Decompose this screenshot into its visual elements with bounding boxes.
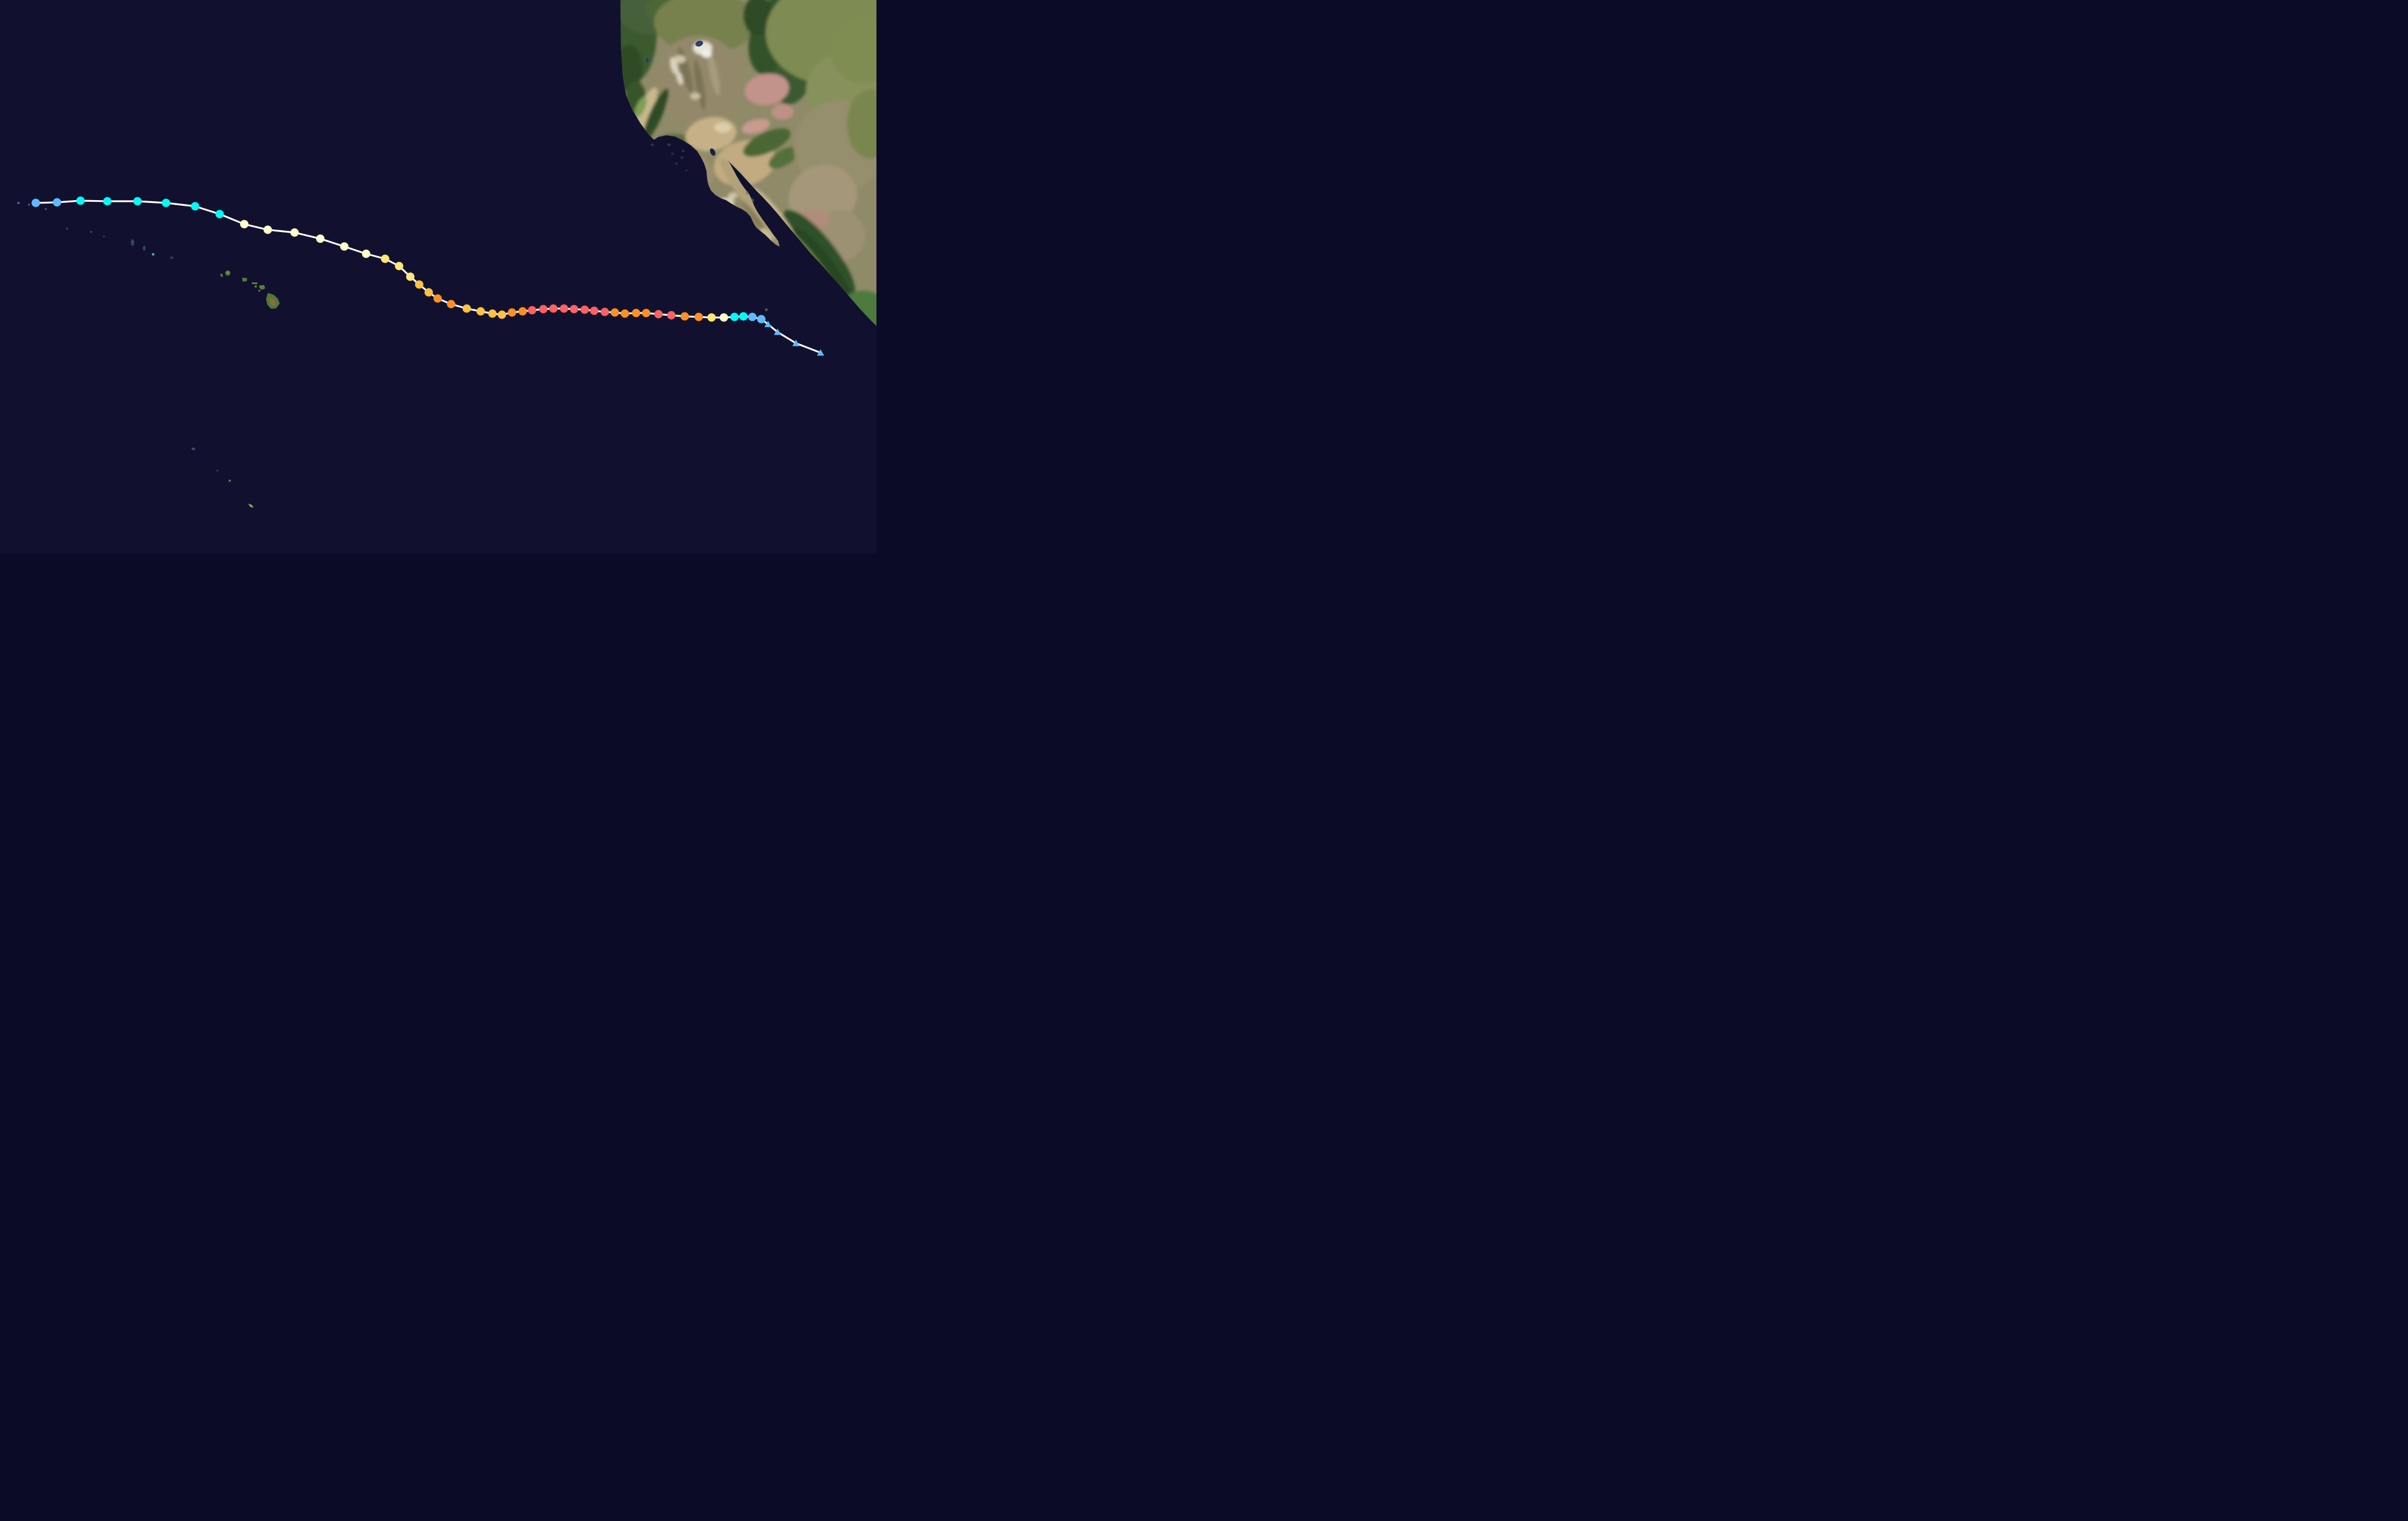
track-point-39-c1-circle xyxy=(362,249,371,258)
track-point-9-c2-circle xyxy=(707,313,716,322)
channel-island xyxy=(680,157,684,159)
track-point-36-c2-circle xyxy=(406,272,415,281)
track-point-7-ts-circle xyxy=(730,312,739,321)
track-point-47-ts-circle xyxy=(162,198,170,207)
track-point-12-c5-circle xyxy=(667,311,676,320)
north-america-landmass xyxy=(620,0,876,326)
map-canvas xyxy=(0,0,876,553)
track-point-50-ts-circle xyxy=(76,196,85,205)
island-hawaii-interior xyxy=(269,297,276,306)
offshore-islands xyxy=(651,144,767,311)
hawaiian-islands xyxy=(220,270,280,309)
island-lanai xyxy=(254,285,257,288)
track-point-49-ts-circle xyxy=(103,197,112,206)
track-point-38-c2-circle xyxy=(381,254,390,263)
great-salt-lake xyxy=(695,40,703,47)
track-point-4-td-circle xyxy=(757,315,766,324)
storm-track xyxy=(31,196,824,356)
channel-island xyxy=(667,144,671,146)
gulf-island xyxy=(746,191,749,195)
island-kauai-interior xyxy=(226,271,229,274)
gulf-island xyxy=(752,198,754,202)
track-point-5-td-circle xyxy=(748,312,757,321)
reef-shoal xyxy=(131,239,134,246)
reef-shoal xyxy=(143,245,146,251)
track-point-43-c1-circle xyxy=(263,225,272,234)
track-point-31-c3-circle xyxy=(462,304,471,313)
track-point-19-c5-circle xyxy=(590,306,599,315)
track-point-8-c1-circle xyxy=(719,313,728,322)
track-point-3-td-triangle xyxy=(764,320,772,328)
island-niihau xyxy=(220,273,223,277)
island-oahu xyxy=(242,278,247,282)
track-point-0-td-triangle xyxy=(817,349,824,356)
track-point-37-c2-circle xyxy=(395,262,404,271)
track-point-51-td-circle xyxy=(53,198,61,207)
track-point-32-c4-circle xyxy=(447,300,456,309)
atoll xyxy=(45,208,47,210)
atoll xyxy=(66,228,68,230)
atoll xyxy=(28,203,30,206)
track-point-1-td-triangle xyxy=(792,339,800,347)
socorro-island xyxy=(765,309,767,311)
track-point-17-c4-circle xyxy=(610,308,619,317)
track-point-21-c5-circle xyxy=(570,305,579,314)
track-point-40-c1-circle xyxy=(340,242,349,251)
track-point-20-c5-circle xyxy=(580,305,589,314)
track-point-11-c4-circle xyxy=(680,312,689,321)
salton-sea xyxy=(710,148,715,156)
small-atolls xyxy=(17,202,254,508)
track-point-10-c4-circle xyxy=(694,312,703,321)
track-point-22-c5-circle xyxy=(560,304,568,313)
track-point-16-c4-circle xyxy=(620,309,629,318)
guadalupe-island xyxy=(685,169,688,172)
channel-island xyxy=(651,144,654,146)
track-point-33-c4-circle xyxy=(433,294,442,303)
track-point-23-c5-circle xyxy=(549,304,558,313)
track-point-45-ts-circle xyxy=(215,210,224,219)
track-point-25-c5-circle xyxy=(528,306,537,315)
atoll xyxy=(151,253,155,256)
track-point-46-ts-circle xyxy=(191,202,200,211)
channel-island xyxy=(671,153,674,155)
track-point-15-c4-circle xyxy=(632,309,641,318)
track-point-41-c1-circle xyxy=(316,234,325,243)
reef-shoal xyxy=(170,257,173,259)
track-point-34-c3-circle xyxy=(424,288,433,297)
reef-shoal xyxy=(191,447,196,451)
track-point-13-c5-circle xyxy=(654,310,663,319)
track-point-42-c1-circle xyxy=(290,228,299,237)
track-point-52-td-circle xyxy=(31,198,40,207)
channel-island xyxy=(681,150,685,152)
track-point-30-c3-circle xyxy=(476,307,485,316)
island-molokai xyxy=(252,282,258,285)
track-point-2-td-triangle xyxy=(774,328,781,335)
track-point-44-c1-circle xyxy=(240,220,249,229)
track-point-48-ts-circle xyxy=(133,197,142,206)
atoll xyxy=(103,235,105,238)
island-maui xyxy=(259,285,266,290)
track-point-14-c4-circle xyxy=(642,309,651,318)
track-point-28-c3-circle xyxy=(497,310,506,319)
lake-tahoe xyxy=(646,58,649,63)
track-point-26-c4-circle xyxy=(518,307,527,316)
atoll xyxy=(248,504,254,508)
atoll xyxy=(17,202,20,204)
track-point-29-c3-circle xyxy=(488,309,497,318)
track-point-24-c5-circle xyxy=(539,305,548,314)
island-kahoolawe xyxy=(258,290,260,292)
channel-island xyxy=(675,163,678,165)
track-point-18-c5-circle xyxy=(600,307,609,316)
track-point-35-c3-circle xyxy=(415,280,424,289)
atoll xyxy=(216,470,219,472)
atoll xyxy=(90,231,92,233)
hurricane-track-map xyxy=(0,0,876,553)
atoll xyxy=(229,480,231,482)
track-point-6-ts-circle xyxy=(739,312,748,321)
track-point-27-c4-circle xyxy=(508,308,516,317)
